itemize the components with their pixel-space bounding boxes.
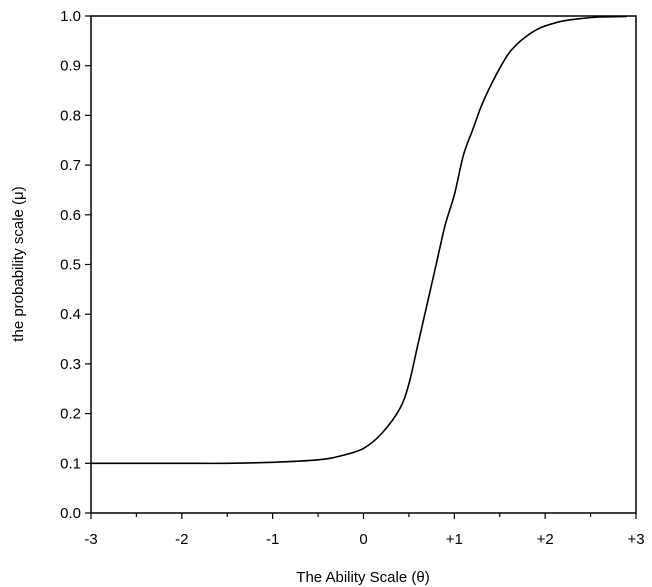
- y-tick-label: 0.1: [60, 455, 81, 472]
- y-tick-label: 0.7: [60, 157, 81, 174]
- y-tick-label: 0.4: [60, 306, 81, 323]
- y-axis-title: the probability scale (μ): [10, 186, 27, 341]
- x-tick-label: +1: [446, 531, 463, 548]
- y-tick-label: 0.2: [60, 406, 81, 423]
- plot-frame: [90, 15, 637, 514]
- y-tick-label: 0.5: [60, 257, 81, 274]
- x-tick-label: -3: [84, 531, 97, 548]
- y-tick-label: 0.0: [60, 505, 81, 522]
- y-tick-label: 0.6: [60, 207, 81, 224]
- y-tick-label: 0.8: [60, 107, 81, 124]
- y-tick-label: 0.3: [60, 356, 81, 373]
- x-tick-label: -2: [175, 531, 188, 548]
- y-axis-tick-labels: 0.0 0.1 0.2 0.3 0.4 0.5 0.6 0.7 0.8 0.9 1.0: [60, 8, 81, 522]
- x-tick-label: -1: [266, 531, 279, 548]
- series-layer: [90, 15, 627, 465]
- x-axis-tick-labels: -3 -2 -1 0 +1 +2 +3: [84, 531, 644, 548]
- series-line-0: [90, 15, 627, 465]
- y-tick-label: 1.0: [60, 8, 81, 25]
- y-axis-ticks: [85, 15, 91, 514]
- x-axis-title: The Ability Scale (θ): [296, 569, 429, 586]
- x-tick-label: 0: [359, 531, 367, 548]
- y-tick-label: 0.9: [60, 58, 81, 75]
- x-tick-label: +2: [537, 531, 554, 548]
- x-axis-ticks: [90, 513, 637, 519]
- x-tick-label: +3: [627, 531, 644, 548]
